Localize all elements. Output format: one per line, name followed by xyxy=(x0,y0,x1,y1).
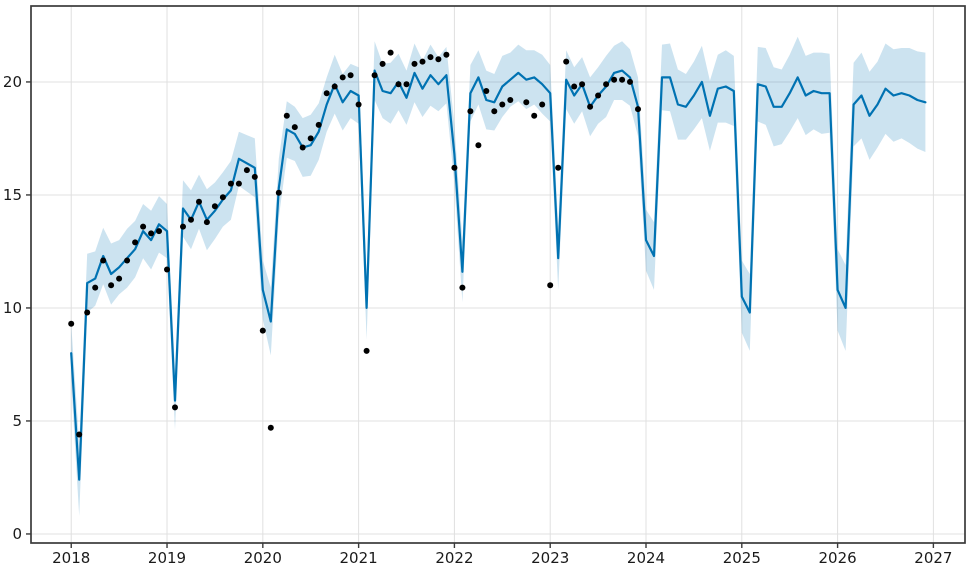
observation-dot xyxy=(203,219,210,226)
observation-dot xyxy=(283,112,290,119)
observation-dot xyxy=(467,108,474,115)
observation-dot xyxy=(539,101,546,108)
observation-dot xyxy=(507,97,514,103)
x-axis-tick-label-2025: 2025 xyxy=(723,549,761,567)
confidence-band xyxy=(71,36,926,516)
observation-dot xyxy=(219,194,226,201)
observation-dot xyxy=(371,72,378,79)
observation-dot xyxy=(555,164,562,171)
observation-dot xyxy=(211,203,218,210)
observation-dot xyxy=(116,275,123,282)
observation-dot xyxy=(379,60,386,67)
x-axis-tick-label-2026: 2026 xyxy=(818,549,856,567)
observation-dot xyxy=(427,54,434,61)
observation-dot xyxy=(563,58,570,65)
observation-dot xyxy=(331,83,338,90)
observation-dot xyxy=(299,144,306,151)
x-axis-tick-label-2018: 2018 xyxy=(52,549,90,567)
observation-dot xyxy=(84,309,91,316)
observation-dot xyxy=(603,81,610,88)
y-axis-tick-label-10: 10 xyxy=(3,299,22,317)
observation-dot xyxy=(180,223,186,230)
observation-dot xyxy=(635,106,641,113)
observation-dot xyxy=(132,239,139,246)
x-axis-tick-label-2024: 2024 xyxy=(627,549,665,567)
observation-dot xyxy=(235,180,242,187)
x-axis-tick-label-2023: 2023 xyxy=(531,549,569,567)
observation-dot xyxy=(443,51,450,58)
observation-dot xyxy=(363,347,370,354)
y-axis-tick-label-5: 5 xyxy=(12,412,22,430)
x-axis-tick-label-2019: 2019 xyxy=(148,549,186,567)
observation-dot xyxy=(523,99,530,106)
observation-dot xyxy=(323,90,330,97)
observation-dot xyxy=(491,108,498,115)
observation-dot xyxy=(243,167,250,174)
observation-dot xyxy=(196,198,202,205)
observation-dot xyxy=(259,327,266,334)
observation-dot xyxy=(403,81,410,88)
observation-dot xyxy=(251,173,258,180)
x-axis-tick-label-2020: 2020 xyxy=(244,549,282,567)
observation-dot xyxy=(355,101,362,108)
observation-dot xyxy=(108,282,115,289)
observation-dot xyxy=(459,284,466,291)
observation-dot xyxy=(275,189,282,196)
observation-dot xyxy=(188,216,194,223)
observation-dot xyxy=(411,60,418,67)
observation-dot xyxy=(100,257,107,264)
y-axis-tick-label-0: 0 xyxy=(12,525,22,543)
observation-dot xyxy=(347,72,354,79)
observation-dot xyxy=(579,81,586,88)
observation-dot xyxy=(172,404,178,411)
observation-dot xyxy=(395,81,402,88)
observation-dot xyxy=(164,266,170,273)
forecast-line xyxy=(70,69,927,481)
observation-dot xyxy=(483,88,490,94)
observation-dot xyxy=(148,230,155,237)
observation-dot xyxy=(387,49,394,56)
observation-dot xyxy=(140,223,147,230)
observation-dot xyxy=(315,121,322,128)
observation-dot xyxy=(92,284,99,291)
observation-dot xyxy=(627,78,633,85)
observation-dot xyxy=(587,103,594,110)
observation-dot xyxy=(499,101,506,108)
observation-dot xyxy=(547,282,554,289)
observation-dot xyxy=(611,76,618,83)
x-axis-tick-label-2027: 2027 xyxy=(914,549,952,567)
observation-dot xyxy=(76,431,83,438)
observation-dot xyxy=(291,124,298,131)
observation-dot xyxy=(156,228,162,235)
observation-dot xyxy=(451,164,458,171)
plot-border xyxy=(30,5,966,544)
y-axis-tick-label-20: 20 xyxy=(3,73,22,91)
observation-dot xyxy=(124,257,131,264)
observation-dot xyxy=(435,56,442,63)
observation-dot xyxy=(531,112,538,119)
observation-dot xyxy=(267,424,274,431)
observation-dot xyxy=(339,74,346,81)
observation-dot xyxy=(619,76,626,83)
observation-dot xyxy=(419,58,426,65)
y-axis-tick-label-15: 15 xyxy=(3,186,22,204)
x-axis-tick-label-2022: 2022 xyxy=(435,549,473,567)
x-axis-tick-label-2021: 2021 xyxy=(340,549,378,567)
observation-dot xyxy=(571,83,578,90)
observation-dot xyxy=(595,92,602,99)
observation-dot xyxy=(227,180,234,187)
observation-dot xyxy=(475,142,482,149)
observation-dot xyxy=(307,135,314,142)
observation-dot xyxy=(68,320,75,327)
